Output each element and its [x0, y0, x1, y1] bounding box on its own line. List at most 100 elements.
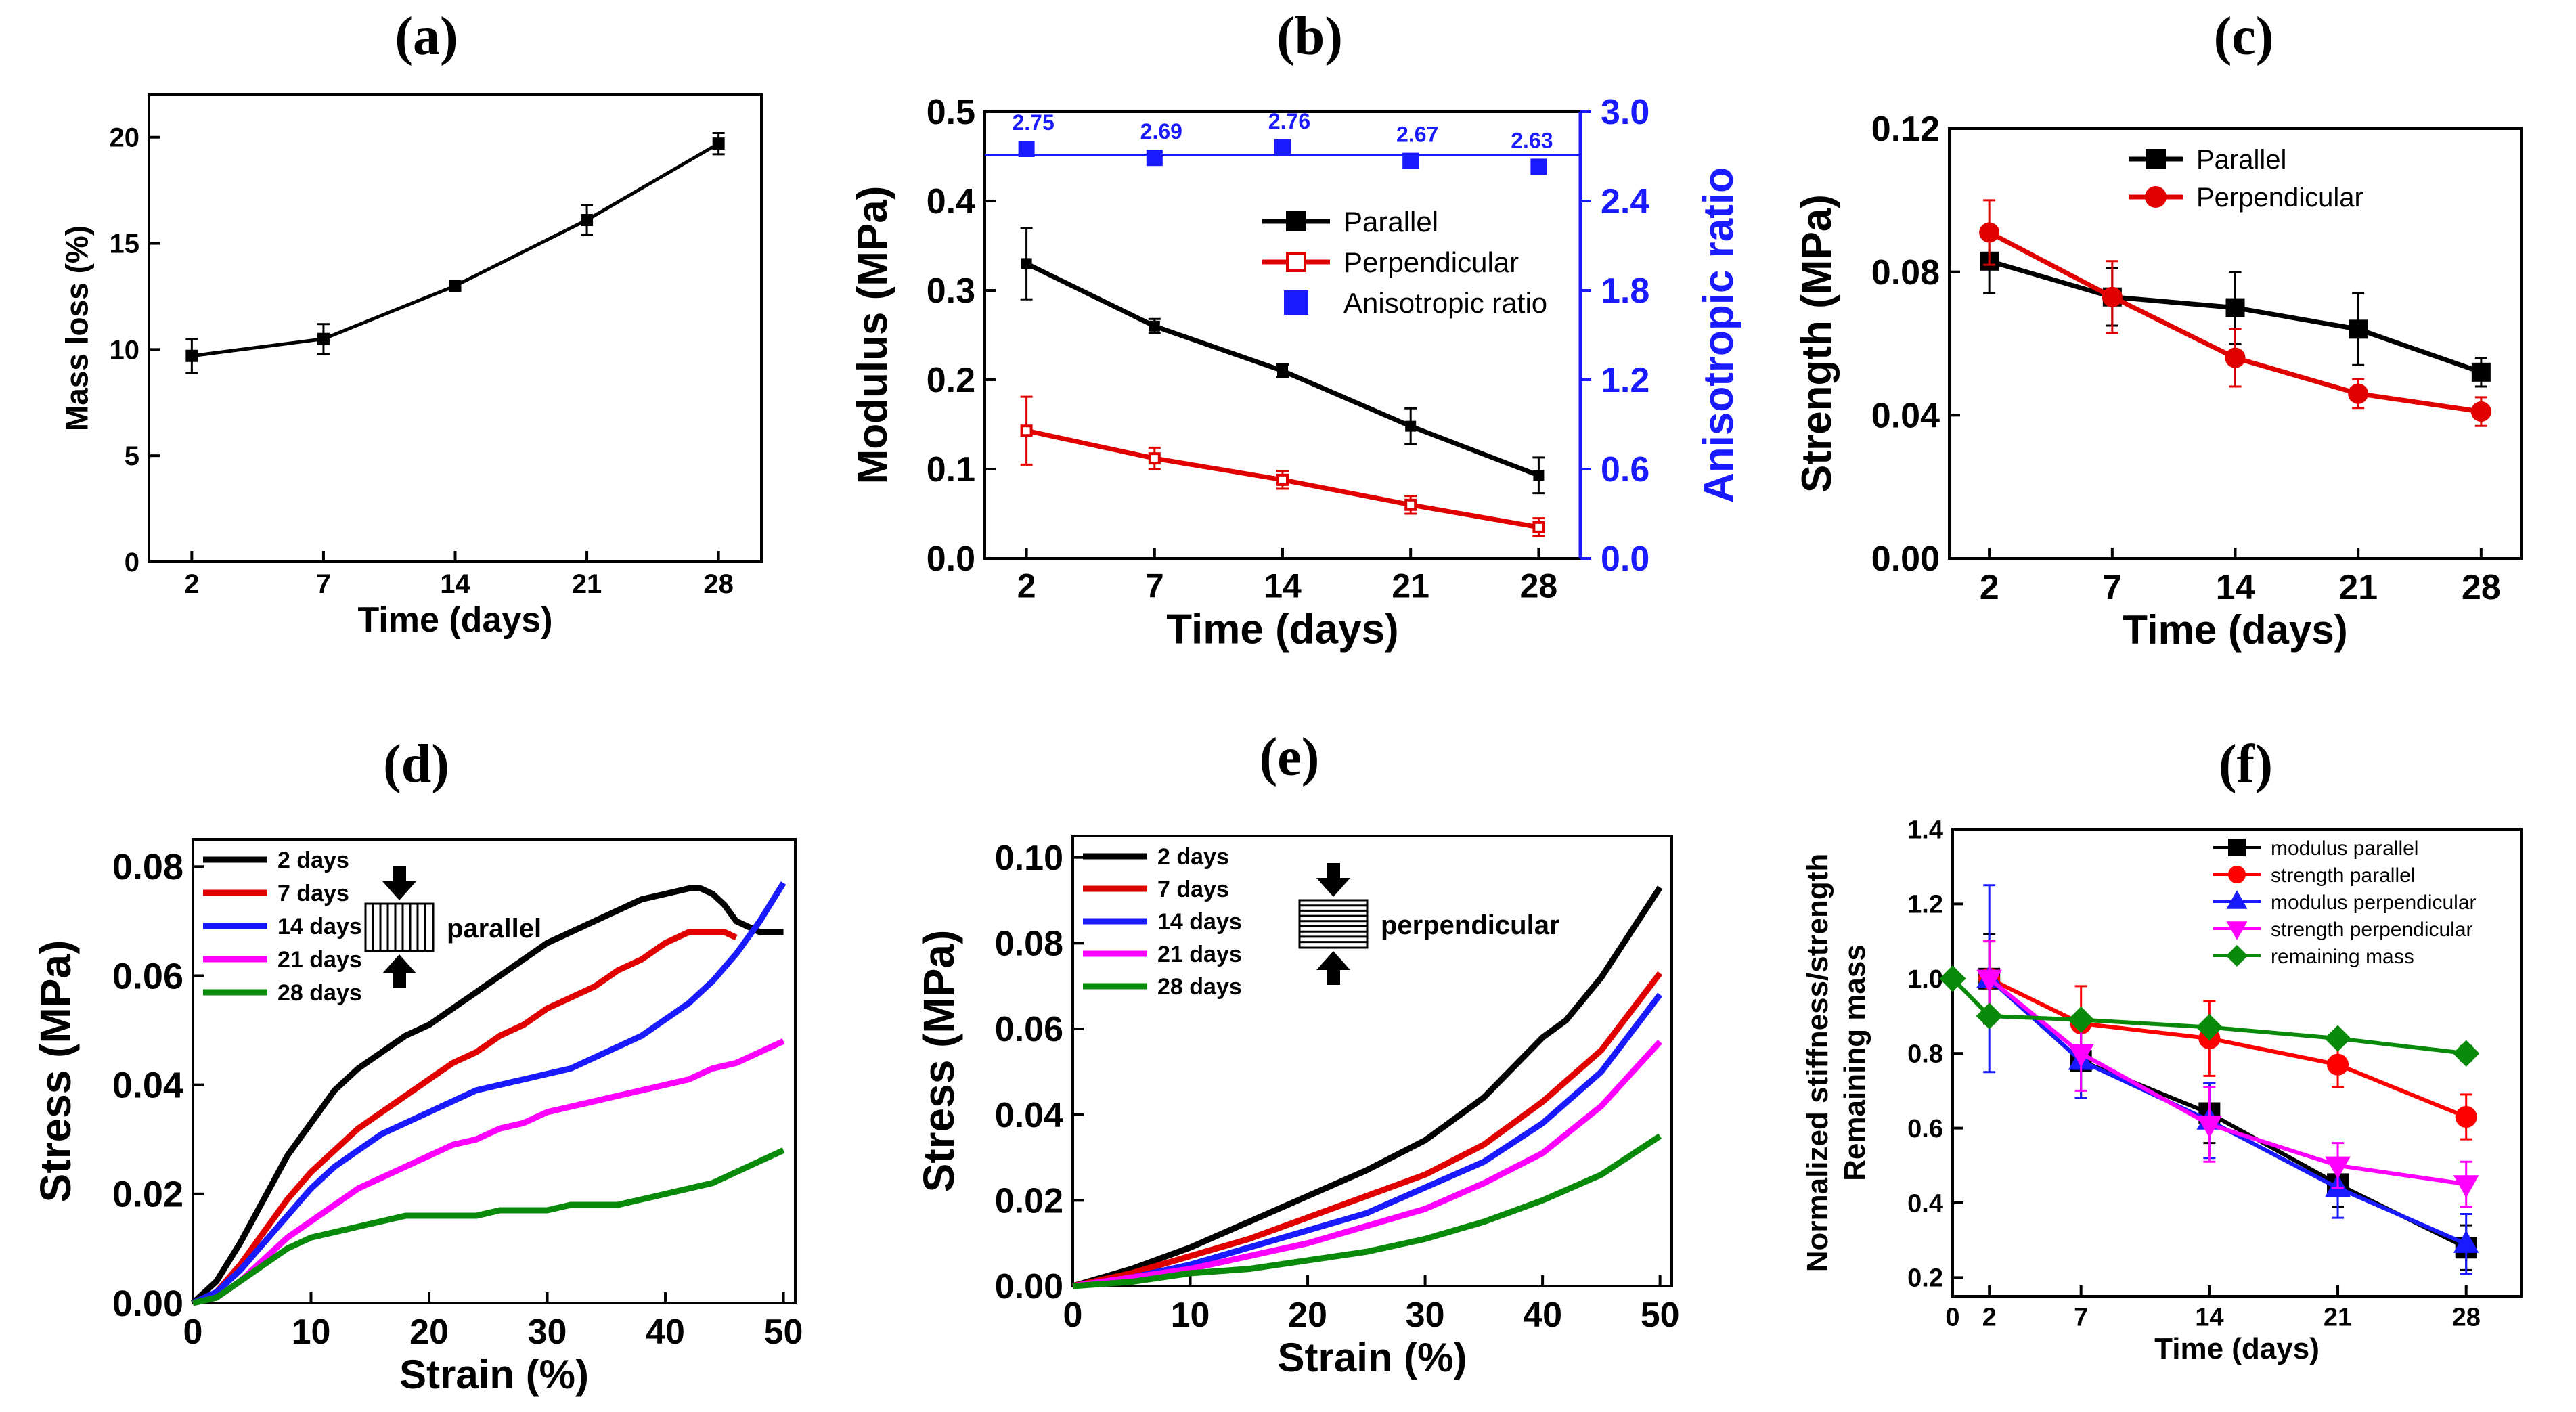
- arrow-down-icon: [382, 866, 416, 900]
- series-line: [1988, 977, 2467, 1119]
- series-line: [1071, 885, 1663, 1289]
- y-tick-label: 0.6: [1907, 1115, 1943, 1143]
- series-28-days: [192, 1147, 785, 1306]
- ratio-data-label: 2.75: [1012, 110, 1054, 135]
- data-point: [2068, 1006, 2095, 1034]
- y-tick-label: 0.3: [927, 271, 975, 311]
- y-tick-label: 20: [110, 123, 140, 153]
- x-tick-label: 0: [1063, 1296, 1083, 1335]
- x-tick-label: 28: [2462, 568, 2501, 607]
- x-tick-label: 28: [703, 569, 734, 599]
- series-line: [1072, 992, 1663, 1289]
- series-14-days: [192, 881, 786, 1306]
- arrow-down-icon: [1316, 863, 1350, 897]
- x-tick-label: 28: [2452, 1304, 2481, 1332]
- panel-label-d: (d): [383, 734, 449, 794]
- y-tick-label: 1.0: [1907, 965, 1943, 994]
- legend-entry: Anisotropic ratio: [1284, 287, 1547, 319]
- series-21-days: [192, 1038, 785, 1306]
- y-tick-label: 0.8: [1907, 1040, 1943, 1069]
- series-perpendicular: [1979, 199, 2491, 427]
- series-parallel: [1020, 227, 1545, 495]
- x-tick-label: 14: [2195, 1304, 2223, 1332]
- legend-marker: [1286, 211, 1306, 231]
- x-axis-label: Strain (%): [399, 1352, 589, 1397]
- data-point: [1148, 452, 1161, 465]
- series-strength-parallel: [1978, 940, 2477, 1141]
- legend-label: strength perpendicular: [2271, 919, 2473, 941]
- y-axis-label: Normalized stiffness/strength: [1801, 854, 1834, 1273]
- data-point: [1939, 965, 1966, 992]
- annotation-label: perpendicular: [1381, 910, 1560, 940]
- legend-entry: strength perpendicular: [2213, 919, 2473, 941]
- y-axis-label: Mass loss (%): [60, 225, 95, 431]
- x-tick-label: 50: [1641, 1296, 1680, 1335]
- data-point: [581, 214, 594, 227]
- data-point: [2470, 401, 2491, 422]
- legend-label: 14 days: [1157, 909, 1242, 935]
- arrow-up-icon: [1316, 951, 1350, 985]
- legend-marker: [1286, 252, 1306, 272]
- ratio-point: [1018, 141, 1035, 157]
- arrow-up-icon: [382, 954, 416, 988]
- legend-entry: Perpendicular: [2129, 183, 2363, 213]
- data-point: [2324, 1025, 2351, 1052]
- x-tick-label: 28: [1520, 567, 1558, 605]
- x-tick-label: 50: [764, 1312, 803, 1352]
- legend-entry: modulus parallel: [2213, 837, 2418, 860]
- x-tick-label: 2: [1982, 1304, 1997, 1332]
- series-line: [190, 885, 784, 1306]
- legend-label: 7 days: [277, 881, 349, 906]
- y-tick-label: 0.4: [1907, 1189, 1943, 1218]
- panel-label-c: (c): [2214, 7, 2274, 66]
- legend-entry: 2 days: [203, 847, 349, 873]
- legend-entry: Parallel: [2129, 145, 2286, 175]
- ratio-data-label: 2.67: [1396, 123, 1438, 147]
- data-point: [2102, 286, 2123, 307]
- legend-label: 21 days: [277, 947, 362, 973]
- x-tick-label: 21: [2324, 1304, 2352, 1332]
- data-point: [2225, 298, 2245, 317]
- x-axis-label: Time (days): [1166, 606, 1398, 653]
- x-tick-label: 10: [292, 1312, 331, 1352]
- legend-entry: 21 days: [203, 947, 362, 973]
- y-tick-label: 0.10: [995, 839, 1063, 878]
- data-point: [1976, 969, 2003, 992]
- x-tick-label: 21: [572, 569, 602, 599]
- legend-label: Parallel: [2196, 145, 2286, 175]
- series-strength-perpendicular: [1976, 940, 2479, 1208]
- legend-label: 21 days: [1157, 942, 1242, 967]
- x-axis-label: Time (days): [2123, 607, 2347, 653]
- compression-icon: [364, 866, 435, 988]
- y2-tick-label: 1.2: [1601, 361, 1649, 400]
- specimen-block: [1298, 899, 1369, 949]
- legend-entry: Perpendicular: [1262, 246, 1519, 278]
- panel-label-b: (b): [1276, 7, 1343, 66]
- y-tick-label: 0.00: [112, 1283, 183, 1324]
- x-tick-label: 7: [2102, 568, 2122, 607]
- legend-label: Perpendicular: [1343, 246, 1519, 278]
- x-tick-label: 40: [646, 1312, 685, 1352]
- data-point: [2327, 1053, 2349, 1076]
- data-point: [2453, 1230, 2479, 1253]
- x-tick-label: 10: [1171, 1296, 1210, 1335]
- legend-entry: Parallel: [1262, 206, 1438, 238]
- legend-label: 28 days: [277, 980, 362, 1006]
- legend-label: 2 days: [277, 847, 349, 873]
- series-14-days: [1072, 992, 1663, 1289]
- legend-label: 2 days: [1157, 844, 1229, 870]
- legend-marker: [2226, 890, 2248, 909]
- y-tick-label: 0.04: [995, 1096, 1063, 1135]
- legend-entry: 7 days: [203, 881, 349, 906]
- x-tick-label: 14: [440, 569, 470, 599]
- legend-label: Parallel: [1343, 206, 1438, 238]
- x-tick-label: 2: [1980, 568, 1999, 607]
- y2-tick-label: 2.4: [1601, 182, 1649, 221]
- plot-frame: [148, 93, 763, 563]
- ratio-point: [1530, 158, 1547, 175]
- y-tick-label: 0.2: [927, 361, 975, 400]
- x-axis-label: Strain (%): [1277, 1335, 1467, 1380]
- y2-tick-label: 3.0: [1601, 93, 1649, 132]
- ratio-data-label: 2.69: [1140, 119, 1182, 144]
- ratio-data-label: 2.76: [1268, 109, 1310, 133]
